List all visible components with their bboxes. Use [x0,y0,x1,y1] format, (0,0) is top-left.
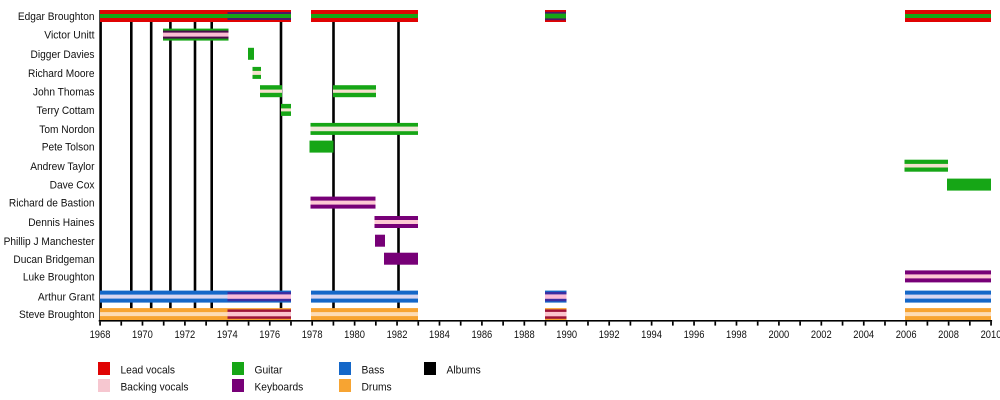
svg-text:Backing vocals: Backing vocals [121,382,189,394]
svg-text:1972: 1972 [174,329,195,341]
svg-text:Phillip J Manchester: Phillip J Manchester [4,236,95,248]
svg-text:Edgar Broughton: Edgar Broughton [18,11,95,23]
svg-text:1986: 1986 [471,329,492,341]
svg-text:1978: 1978 [302,329,323,341]
svg-text:1970: 1970 [132,329,153,341]
svg-text:Lead vocals: Lead vocals [121,365,176,377]
svg-text:Arthur Grant: Arthur Grant [38,292,95,304]
svg-text:2000: 2000 [768,329,789,341]
svg-text:1974: 1974 [217,329,238,341]
svg-text:Drums: Drums [362,382,393,394]
svg-text:Dave Cox: Dave Cox [50,180,95,192]
svg-text:Victor Unitt: Victor Unitt [44,30,95,42]
svg-text:2004: 2004 [853,329,874,341]
svg-text:Tom Nordon: Tom Nordon [39,124,94,136]
svg-text:1980: 1980 [344,329,365,341]
svg-text:John Thomas: John Thomas [33,86,95,98]
svg-text:1996: 1996 [684,329,705,341]
svg-text:2008: 2008 [938,329,959,341]
svg-text:Steve Broughton: Steve Broughton [19,309,95,321]
svg-text:Ducan Bridgeman: Ducan Bridgeman [13,254,94,266]
svg-text:1976: 1976 [259,329,280,341]
svg-text:Guitar: Guitar [255,365,283,377]
svg-text:1982: 1982 [387,329,408,341]
svg-text:2006: 2006 [896,329,917,341]
svg-text:Andrew Taylor: Andrew Taylor [30,161,95,173]
svg-text:1988: 1988 [514,329,535,341]
svg-text:Luke Broughton: Luke Broughton [23,272,95,284]
svg-text:Pete Tolson: Pete Tolson [42,142,95,154]
svg-text:Keyboards: Keyboards [255,382,304,394]
svg-text:Digger Davies: Digger Davies [31,49,95,61]
svg-text:2002: 2002 [811,329,832,341]
svg-text:1994: 1994 [641,329,662,341]
svg-text:2010: 2010 [981,329,1000,341]
svg-text:Albums: Albums [447,365,482,377]
svg-text:1998: 1998 [726,329,747,341]
svg-text:1984: 1984 [429,329,450,341]
svg-text:1990: 1990 [556,329,577,341]
svg-text:Richard de Bastion: Richard de Bastion [9,198,95,210]
svg-text:1992: 1992 [599,329,620,341]
svg-text:Terry Cottam: Terry Cottam [37,105,95,117]
svg-text:Dennis Haines: Dennis Haines [28,217,95,229]
svg-text:Richard Moore: Richard Moore [28,68,95,80]
svg-text:Bass: Bass [362,365,385,377]
svg-text:1968: 1968 [90,329,111,341]
